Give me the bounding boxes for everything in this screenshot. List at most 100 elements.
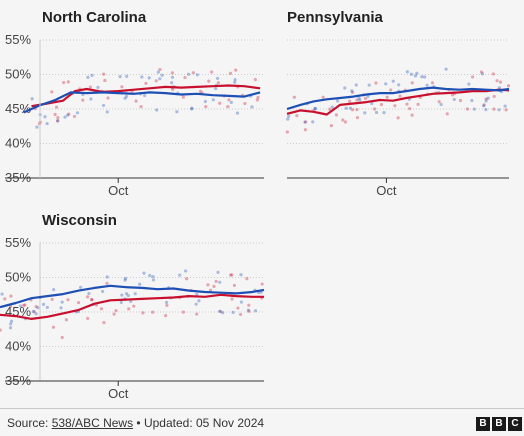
poll-dot xyxy=(341,118,345,122)
poll-dot xyxy=(255,98,259,102)
poll-dot xyxy=(247,303,251,307)
poll-dot xyxy=(32,310,36,314)
poll-dot xyxy=(79,285,83,289)
poll-dot xyxy=(64,318,68,322)
poll-dot xyxy=(374,81,378,85)
poll-dot xyxy=(355,115,360,120)
poll-dot xyxy=(133,292,137,296)
poll-dot xyxy=(243,101,247,106)
poll-dot xyxy=(350,89,354,93)
y-tick-label: 40% xyxy=(5,136,31,151)
poll-dot xyxy=(66,298,70,302)
poll-dot xyxy=(66,80,70,84)
poll-dot xyxy=(420,75,424,79)
poll-dot xyxy=(178,273,182,277)
poll-dot xyxy=(218,101,222,105)
poll-dot xyxy=(194,302,198,306)
poll-dot xyxy=(114,308,118,313)
poll-dot xyxy=(123,276,128,281)
x-tick-label: Oct xyxy=(376,183,397,198)
poll-dot xyxy=(226,105,230,109)
poll-dot xyxy=(143,93,147,98)
poll-dot xyxy=(367,83,371,87)
poll-dot xyxy=(439,102,443,107)
poll-dot xyxy=(415,71,419,75)
poll-dot xyxy=(170,75,175,79)
poll-dot xyxy=(410,113,414,117)
source-link[interactable]: 538/ABC News xyxy=(51,416,134,430)
poll-dot xyxy=(221,311,225,315)
poll-dot xyxy=(87,291,91,296)
poll-dot xyxy=(295,114,299,118)
poll-dot xyxy=(9,322,13,326)
y-tick-label: 50% xyxy=(5,67,31,82)
poll-dot xyxy=(119,300,123,305)
poll-dot xyxy=(89,97,93,101)
y-tick-label: 55% xyxy=(5,32,31,47)
poll-dot xyxy=(19,304,23,308)
poll-dot xyxy=(470,98,474,103)
poll-dot xyxy=(366,94,370,99)
poll-dot xyxy=(398,94,402,98)
poll-dot xyxy=(410,81,414,85)
poll-dot xyxy=(9,294,13,298)
poll-dot xyxy=(56,119,60,123)
poll-dot xyxy=(90,73,94,77)
poll-dot xyxy=(313,106,317,111)
panel-title: Pennsylvania xyxy=(287,9,383,26)
poll-dot xyxy=(45,305,49,310)
poll-dot xyxy=(123,96,127,100)
poll-dot xyxy=(329,124,333,128)
poll-dot xyxy=(503,104,507,108)
poll-dot xyxy=(127,307,131,311)
poll-dot xyxy=(358,98,362,102)
poll-dot xyxy=(103,78,107,83)
poll-dot xyxy=(238,312,243,317)
poll-dot xyxy=(50,90,54,94)
poll-dot xyxy=(357,96,361,100)
poll-dot xyxy=(156,70,160,74)
poll-dot xyxy=(303,120,307,124)
pennsylvania-chart: Oct xyxy=(39,39,511,198)
republican-average-line xyxy=(286,88,510,116)
poll-dot xyxy=(67,112,71,116)
poll-dot xyxy=(214,279,218,284)
poll-dot xyxy=(106,96,110,100)
poll-dot xyxy=(75,111,80,115)
poll-dot xyxy=(35,125,39,129)
poll-dot xyxy=(409,72,414,76)
poll-dot xyxy=(53,112,57,117)
poll-dot xyxy=(231,310,235,314)
poll-dot xyxy=(120,293,124,297)
poll-dot xyxy=(86,295,90,299)
poll-dot xyxy=(482,103,486,107)
poll-dot xyxy=(245,277,249,281)
source-line: Source: 538/ABC News • Updated: 05 Nov 2… xyxy=(7,416,264,430)
poll-dot xyxy=(164,314,168,318)
poll-dot xyxy=(216,81,221,85)
poll-dot xyxy=(458,98,463,103)
poll-dot xyxy=(105,275,109,279)
poll-dot xyxy=(102,321,106,325)
poll-dot xyxy=(229,100,233,104)
poll-dot xyxy=(384,82,388,86)
poll-dot xyxy=(321,95,325,99)
poll-dot xyxy=(370,101,374,106)
poll-dot xyxy=(235,111,240,115)
poll-dot xyxy=(423,75,427,79)
poll-dot xyxy=(250,105,254,109)
poll-dot xyxy=(391,79,395,83)
poll-dot xyxy=(8,326,13,330)
poll-dot xyxy=(506,84,511,88)
bbc-logo-letter: B xyxy=(492,417,506,431)
poll-dot xyxy=(175,110,179,114)
poll-dot xyxy=(207,79,211,83)
poll-dot xyxy=(206,283,210,287)
poll-dot xyxy=(99,307,104,311)
poll-dot xyxy=(452,97,456,102)
poll-dot xyxy=(497,86,501,90)
poll-dot xyxy=(472,107,476,111)
poll-dot xyxy=(311,120,315,124)
poll-dot xyxy=(105,110,109,114)
poll-dot xyxy=(334,113,339,117)
